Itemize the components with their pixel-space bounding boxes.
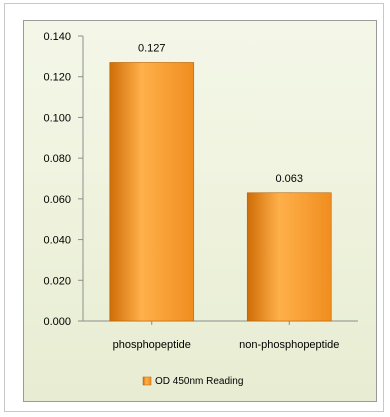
y-axis-tick-label: 0.120 xyxy=(43,72,71,84)
bar-value-label: 0.063 xyxy=(275,173,303,185)
legend: OD 450nm Reading xyxy=(142,376,243,387)
x-axis-category-label: phosphopeptide xyxy=(113,339,191,351)
legend-swatch xyxy=(142,376,152,386)
y-axis-tick-label: 0.000 xyxy=(43,316,71,328)
bar xyxy=(246,192,332,322)
y-axis-tick-label: 0.020 xyxy=(43,275,71,287)
y-axis-tick-label: 0.060 xyxy=(43,194,71,206)
y-axis-tick-label: 0.080 xyxy=(43,153,71,165)
y-axis-tick-label: 0.140 xyxy=(43,31,71,43)
bars xyxy=(109,62,332,322)
x-axis-category-label: non-phosphopeptide xyxy=(239,339,339,351)
legend-label: OD 450nm Reading xyxy=(155,376,243,387)
bar xyxy=(109,62,195,322)
y-axis-tick-label: 0.100 xyxy=(43,112,71,124)
y-axis-ticks: 0.000 0.020 0.040 0.060 0.080 0.100 0.120 0.140 xyxy=(43,31,290,328)
y-axis-tick-label: 0.040 xyxy=(43,235,71,247)
labels: 0.127 phosphopeptide 0.063 non-phosphopepti… xyxy=(113,42,340,351)
bar-value-label: 0.127 xyxy=(138,42,166,54)
